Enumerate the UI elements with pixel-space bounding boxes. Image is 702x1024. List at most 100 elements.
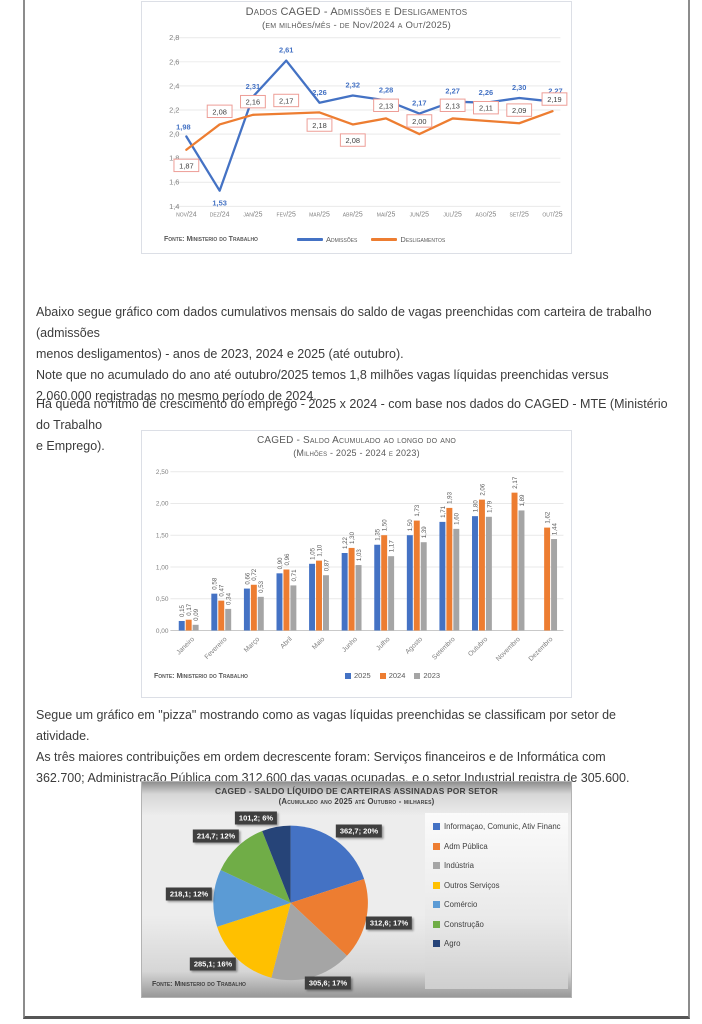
bar-value-label: 1,44 (551, 523, 558, 536)
legend-square-swatch (433, 842, 440, 850)
bar-chart-legend: 2025 2024 2023 (345, 671, 440, 680)
y-tick-label: 0,50 (156, 596, 169, 603)
data-label-box (173, 158, 200, 173)
bar-2024 (511, 492, 518, 631)
legend-label: Admissões (326, 235, 358, 244)
bar-2025 (341, 553, 348, 631)
data-label-desligamentos: 2,17 (279, 96, 293, 105)
data-label-admissoes: 2,32 (346, 81, 360, 90)
bar-value-label: 0,47 (219, 584, 226, 597)
bar-value-label: 0,71 (291, 569, 298, 582)
legend-label: Informaçao, Comunic, Ativ Financ (444, 822, 561, 831)
x-category-label: Março (243, 636, 261, 654)
data-label-admissoes: 2,27 (445, 87, 459, 96)
bar-value-label: 1,22 (342, 536, 349, 549)
x-tick-label: fev/25 (277, 211, 297, 218)
legend-label: Agro (444, 939, 461, 948)
data-label-admissoes: 2,61 (279, 46, 293, 55)
data-label-box (506, 103, 533, 117)
x-tick-label: jul/25 (443, 211, 462, 218)
legend-square-swatch (379, 672, 386, 679)
bar-2024 (283, 569, 290, 631)
x-category-label: Outubro (467, 636, 489, 658)
bar-2024 (413, 520, 420, 631)
pie-data-label: 312,6; 17% (365, 916, 413, 930)
bar-2023 (485, 516, 492, 631)
data-label-box (406, 114, 433, 128)
y-tick-label: 1,6 (169, 178, 179, 187)
pie-data-label: 362,7; 20% (335, 824, 383, 838)
data-label-box (306, 118, 333, 132)
bar-value-label: 1,71 (440, 505, 447, 518)
bar-value-label: 0,90 (277, 557, 284, 570)
data-label-desligamentos: 2,08 (212, 107, 226, 116)
x-category-label: Junho (341, 636, 359, 654)
bar-value-label: 2,06 (479, 483, 486, 496)
bar-value-label: 1,89 (519, 494, 526, 507)
data-label-desligamentos: 2,13 (445, 101, 459, 110)
pie-data-label: 101,2; 6% (234, 811, 278, 825)
y-tick-label: 2,0 (169, 130, 179, 139)
data-label-box (339, 133, 366, 147)
pie-slice-7 (262, 825, 291, 903)
data-label-desligamentos: 2,09 (512, 106, 526, 115)
bar-value-label: 0,96 (284, 553, 291, 566)
bar-2023 (225, 608, 232, 631)
x-category-label: Abril (279, 636, 294, 651)
legend-item: Comércio (433, 900, 568, 909)
bar-value-label: 1,93 (447, 491, 454, 504)
bar-2025 (472, 516, 478, 631)
legend-square-swatch (433, 901, 440, 908)
legend-line-swatch (371, 238, 398, 241)
bar-2025 (309, 563, 316, 631)
y-tick-label: 2,2 (169, 105, 179, 114)
bar-2024 (544, 527, 551, 631)
x-tick-label: mai/25 (377, 211, 396, 218)
legend-label: Desligamentos (400, 235, 446, 244)
pie-slice-1 (290, 825, 365, 903)
bar-2025 (211, 593, 218, 631)
bar-value-label: 0,87 (323, 559, 330, 572)
x-tick-label: set/25 (510, 211, 530, 218)
bar-2023 (290, 585, 297, 631)
x-category-label: Julho (375, 636, 392, 653)
pie-data-label: 218,1; 12% (165, 887, 213, 901)
y-tick-label: 0,00 (156, 628, 169, 635)
pie-chart: CAGED - SALDO LÍQUIDO DE CARTEIRAS ASSIN… (141, 781, 572, 998)
bar-value-label: 1,73 (414, 504, 421, 517)
legend-item: Construção (433, 920, 568, 929)
pie-chart-plot (213, 825, 368, 981)
legend-label: Construção (444, 919, 484, 929)
data-label-admissoes: 2,30 (512, 83, 526, 92)
y-tick-label: 2,8 (169, 33, 179, 42)
x-category-label: Maio (311, 636, 326, 651)
bar-chart-source: Fonte: Ministerio do Trabalho (154, 673, 248, 680)
pie-slice-3 (271, 902, 347, 981)
bar-2025 (374, 544, 381, 631)
legend-item-2023: 2023 (414, 671, 440, 680)
pie-chart-source: Fonte: Ministerio do Trabalho (152, 981, 246, 988)
x-tick-label: dez/24 (210, 211, 230, 218)
bar-value-label: 1,10 (316, 544, 323, 557)
line-chart-title: Dados CAGED - Admissões e Desligamentos (245, 6, 468, 18)
bar-value-label: 1,30 (349, 531, 356, 544)
bar-2023 (453, 528, 460, 631)
x-category-label: Janeiro (175, 636, 196, 657)
bar-value-label: 1,35 (375, 528, 382, 541)
data-label-admissoes: 2,26 (312, 88, 326, 97)
data-label-desligamentos: 2,08 (346, 136, 360, 145)
pie-slice-4 (217, 902, 291, 978)
x-category-label: Dezembro (528, 636, 555, 663)
pie-chart-title: CAGED - SALDO LÍQUIDO DE CARTEIRAS ASSIN… (214, 786, 498, 796)
bar-2025 (439, 521, 446, 631)
data-label-admissoes: 2,28 (379, 85, 393, 94)
bar-2023 (257, 596, 264, 631)
bar-2024 (316, 560, 322, 631)
bar-value-label: 1,80 (472, 500, 479, 513)
bar-2023 (322, 575, 329, 631)
bar-2024 (218, 600, 225, 631)
legend-square-swatch (433, 823, 440, 830)
legend-item-2024: 2024 (379, 671, 405, 680)
bar-chart-plot: 0,00 0,50 1,00 1,50 2,00 2,50 0,15 0,17 0,09 Jane… (156, 469, 564, 663)
y-tick-label: 1,50 (156, 532, 169, 539)
